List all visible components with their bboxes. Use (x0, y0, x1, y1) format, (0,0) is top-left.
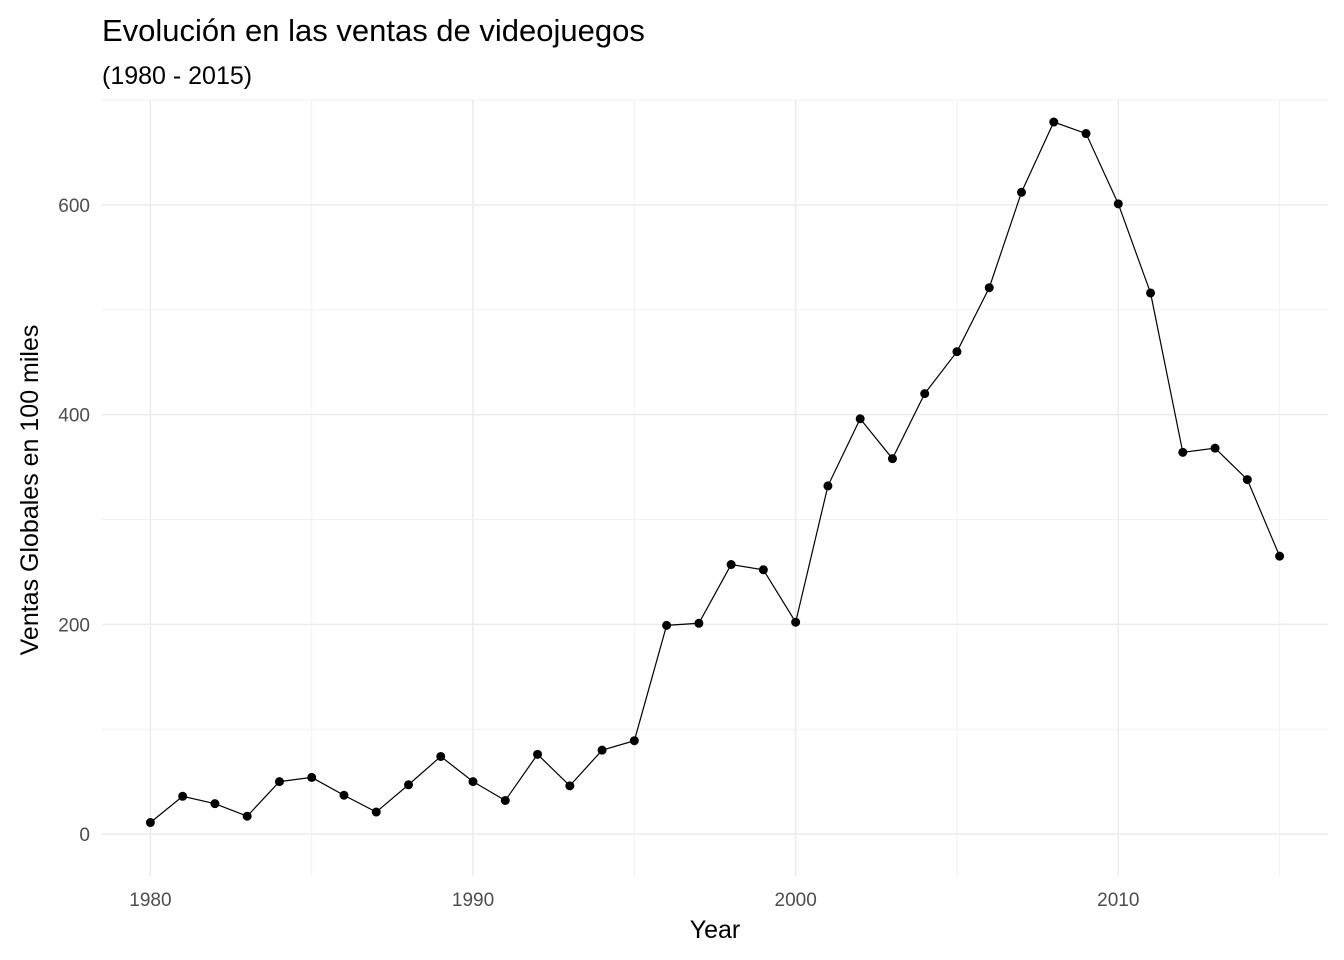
data-point-1983 (242, 811, 252, 821)
data-point-2008 (1049, 117, 1059, 127)
data-point-2011 (1146, 288, 1156, 298)
data-point-2013 (1210, 443, 1220, 453)
data-point-2010 (1113, 199, 1123, 209)
data-point-2003 (887, 454, 897, 464)
series-line (150, 121, 1281, 823)
y-axis-ticks: 0 200 400 600 (58, 196, 90, 846)
data-point-2015 (1275, 551, 1285, 561)
y-tick-label: 600 (58, 196, 90, 217)
chart-subtitle: (1980 - 2015) (102, 62, 252, 90)
data-point-2000 (791, 617, 801, 627)
y-tick-label: 0 (79, 825, 90, 846)
x-tick-label: 1990 (452, 890, 494, 911)
data-point-2007 (1017, 187, 1026, 197)
y-tick-label: 400 (58, 406, 90, 427)
data-point-1989 (436, 751, 446, 761)
data-point-1994 (597, 745, 607, 755)
data-point-1987 (371, 807, 381, 817)
data-point-1981 (178, 791, 188, 801)
data-point-1991 (500, 795, 510, 805)
data-point-2012 (1178, 447, 1188, 457)
x-tick-label: 2000 (775, 890, 817, 911)
y-axis-title: Ventas Globales en 100 miles (16, 325, 44, 656)
chart-title: Evolución en las ventas de videojuegos (102, 13, 645, 48)
data-point-2004 (920, 389, 930, 399)
data-point-2002 (855, 414, 865, 424)
data-point-2005 (952, 347, 962, 357)
x-tick-label: 2010 (1097, 890, 1139, 911)
data-point-1985 (307, 772, 317, 782)
data-point-1997 (694, 618, 704, 628)
data-point-1982 (210, 799, 220, 809)
data-point-1980 (145, 818, 155, 828)
x-axis-title: Year (690, 916, 741, 944)
data-point-1984 (274, 777, 284, 787)
series-sales (145, 117, 1285, 828)
data-point-2009 (1081, 129, 1091, 139)
y-tick-label: 200 (58, 615, 90, 636)
data-point-2014 (1242, 475, 1252, 485)
data-point-1990 (468, 777, 478, 787)
data-point-1992 (533, 749, 543, 759)
x-axis-ticks: 1980 1990 2000 2010 (129, 890, 1139, 911)
data-point-1998 (726, 560, 736, 570)
data-point-2006 (984, 283, 994, 293)
data-point-1993 (565, 781, 575, 791)
data-point-2001 (823, 481, 833, 491)
data-point-1986 (339, 790, 349, 800)
data-point-1996 (662, 620, 672, 630)
data-point-1995 (629, 736, 639, 746)
data-point-1999 (758, 565, 768, 575)
data-point-1988 (404, 780, 413, 790)
x-tick-label: 1980 (129, 890, 171, 911)
gridlines (102, 99, 1328, 876)
